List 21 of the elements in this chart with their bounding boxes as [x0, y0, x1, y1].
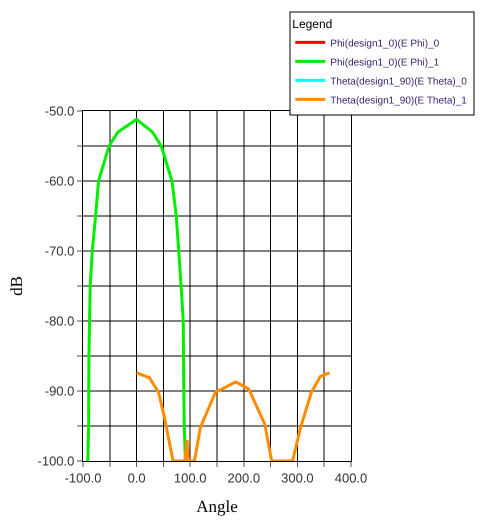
legend-label: Theta(design1_90)(E Theta)_0	[330, 76, 468, 88]
x-tick-label: 200.0	[228, 470, 260, 486]
line-series	[135, 371, 332, 461]
x-tick-label: -100.0	[64, 470, 102, 486]
legend-label: Phi(design1_0)(E Phi)_1	[330, 57, 440, 68]
legend-label: Phi(design1_0)(E Phi)_0	[330, 38, 440, 50]
x-tick-label: 300.0	[281, 470, 314, 486]
y-tick-label: -80.0	[44, 314, 74, 329]
legend-title: Legend	[292, 16, 332, 31]
y-tick-label: -100.0	[38, 454, 74, 469]
x-tick-label: 100.0	[174, 470, 206, 486]
y-axis-title: dB	[7, 276, 26, 296]
y-tick-label: -60.0	[44, 174, 74, 189]
y-tick-label: -50.0	[44, 104, 74, 119]
legend-label: Theta(design1_90)(E Theta)_1	[330, 95, 468, 106]
x-tick-label: 0.0	[128, 470, 146, 486]
y-tick-label: -90.0	[44, 384, 74, 399]
y-tick-label: -70.0	[44, 244, 74, 259]
x-axis-title: Angle	[196, 497, 238, 516]
line-series	[86, 118, 187, 461]
x-tick-label: 400.0	[334, 470, 368, 486]
